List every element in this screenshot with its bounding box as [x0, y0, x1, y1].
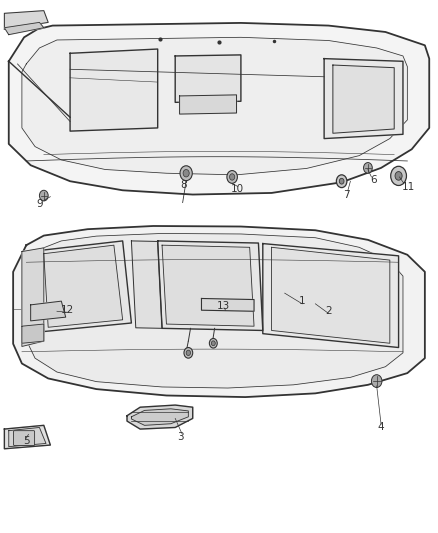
Polygon shape: [175, 55, 241, 102]
Polygon shape: [333, 65, 394, 133]
Circle shape: [180, 166, 192, 181]
Circle shape: [209, 338, 217, 348]
Polygon shape: [44, 245, 123, 327]
Polygon shape: [180, 95, 237, 114]
Text: 7: 7: [343, 190, 350, 199]
Polygon shape: [131, 241, 162, 328]
Polygon shape: [131, 409, 188, 425]
Text: 11: 11: [402, 182, 415, 191]
Circle shape: [339, 179, 344, 184]
Circle shape: [395, 172, 402, 180]
Polygon shape: [22, 37, 407, 175]
Text: 5: 5: [23, 437, 30, 446]
Text: 10: 10: [231, 184, 244, 194]
Polygon shape: [324, 59, 403, 139]
Text: 4: 4: [378, 423, 385, 432]
Circle shape: [184, 348, 193, 358]
Polygon shape: [272, 247, 390, 343]
Polygon shape: [39, 241, 131, 332]
Circle shape: [230, 174, 235, 180]
Polygon shape: [13, 226, 425, 397]
Polygon shape: [4, 11, 48, 29]
Circle shape: [371, 375, 382, 387]
Circle shape: [364, 163, 372, 173]
Text: 8: 8: [180, 180, 187, 190]
Polygon shape: [263, 244, 399, 348]
Polygon shape: [70, 49, 158, 131]
Circle shape: [336, 175, 347, 188]
Polygon shape: [26, 233, 403, 388]
Circle shape: [211, 341, 215, 346]
Text: 2: 2: [325, 306, 332, 316]
Polygon shape: [127, 405, 193, 429]
Text: 13: 13: [217, 301, 230, 311]
Polygon shape: [201, 298, 254, 311]
Polygon shape: [9, 23, 429, 195]
Text: 3: 3: [177, 432, 184, 442]
Polygon shape: [162, 245, 254, 326]
Polygon shape: [4, 22, 44, 35]
Text: 1: 1: [299, 296, 306, 306]
Text: 9: 9: [36, 199, 43, 208]
Polygon shape: [158, 241, 263, 330]
Polygon shape: [22, 248, 44, 346]
Circle shape: [391, 166, 406, 185]
Circle shape: [186, 350, 191, 356]
Polygon shape: [4, 425, 50, 449]
Polygon shape: [22, 324, 44, 343]
Circle shape: [227, 171, 237, 183]
Circle shape: [183, 169, 189, 177]
Text: 6: 6: [371, 175, 378, 184]
FancyBboxPatch shape: [14, 431, 35, 446]
Polygon shape: [9, 427, 46, 447]
Polygon shape: [31, 301, 66, 321]
Text: 12: 12: [60, 305, 74, 315]
Circle shape: [39, 190, 48, 201]
